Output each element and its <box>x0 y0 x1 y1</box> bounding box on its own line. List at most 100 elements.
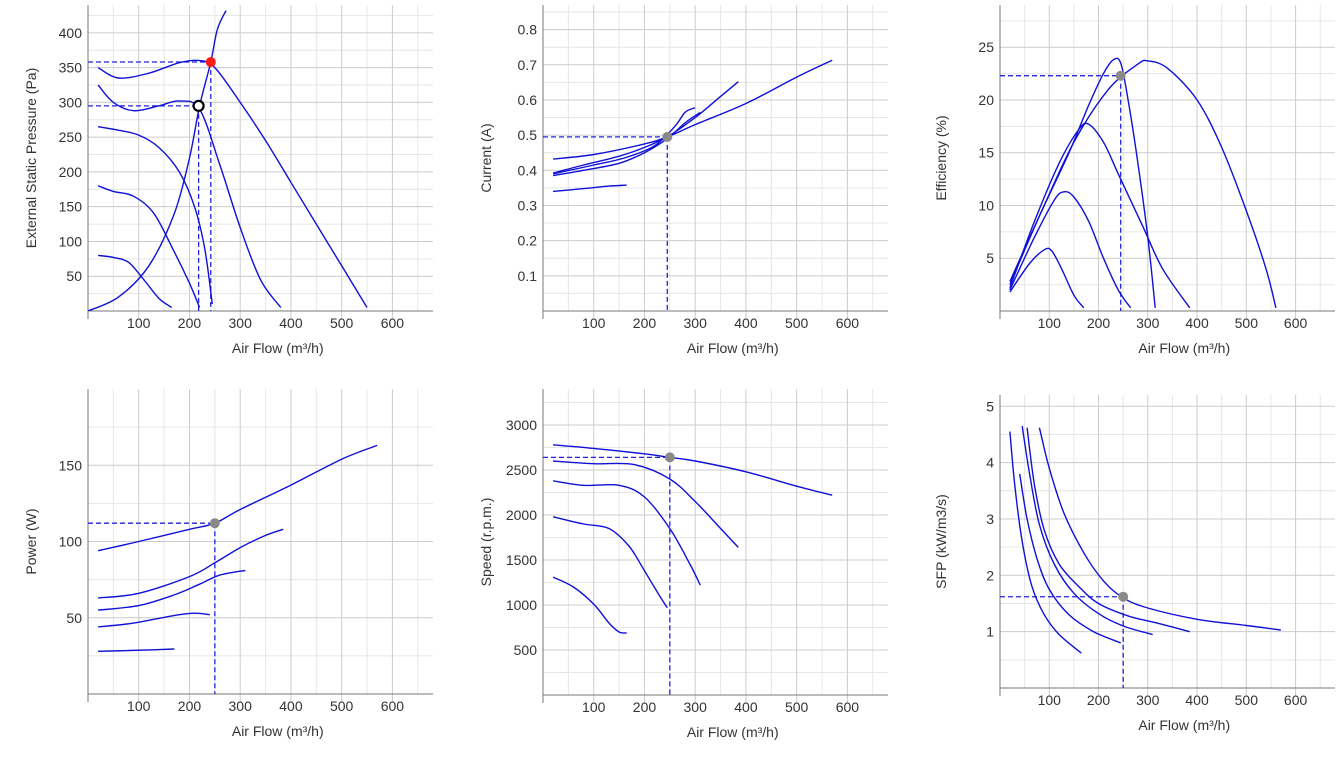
y-tick-label: 10 <box>978 197 994 213</box>
series-line <box>553 184 627 193</box>
series-line <box>1009 431 1082 654</box>
x-tick-label: 100 <box>582 699 606 715</box>
chart-svg: 100 200 300 400 500 600 0.1 0.2 0.3 0.4 0.5 0.6 0.7 0… <box>478 5 888 356</box>
x-tick-label: 600 <box>381 698 405 714</box>
y-tick-label: 0.8 <box>518 22 538 38</box>
series-line <box>97 185 201 308</box>
x-tick-label: 200 <box>1087 692 1111 708</box>
x-axis-title: Air Flow (m³/h) <box>687 724 779 740</box>
series-line <box>1009 57 1156 308</box>
operating-point-marker[interactable] <box>664 452 675 463</box>
operating-point-marker[interactable] <box>209 518 220 529</box>
series-line <box>553 460 739 548</box>
x-tick-label: 600 <box>836 315 860 331</box>
y-tick-label: 25 <box>978 39 994 55</box>
y-tick-label: 2500 <box>506 462 537 478</box>
x-axis-title: Air Flow (m³/h) <box>687 340 779 356</box>
chart-speed: 100 200 300 400 500 600 500 1000 1500 2000 2500 300… <box>455 385 900 761</box>
y-axis-title: Efficiency (%) <box>933 115 949 200</box>
series-line <box>1021 425 1153 636</box>
operating-point-marker[interactable] <box>1118 591 1129 602</box>
x-tick-label: 400 <box>279 315 303 331</box>
y-tick-label: 100 <box>59 534 83 550</box>
chart-svg: 100 200 300 400 500 600 500 1000 1500 2000 2500 300… <box>478 389 888 740</box>
x-tick-label: 400 <box>734 315 758 331</box>
series-line <box>1009 59 1277 308</box>
duty-point-marker[interactable] <box>192 99 205 112</box>
operating-point-marker[interactable] <box>662 131 673 142</box>
y-tick-label: 150 <box>59 199 83 215</box>
y-tick-label: 2000 <box>506 507 537 523</box>
y-tick-label: 300 <box>59 94 83 110</box>
series-line <box>553 444 833 496</box>
y-tick-label: 4 <box>986 455 994 471</box>
chart-svg: 100 200 300 400 500 600 50 100 150 200 250 300 350 40… <box>23 5 433 356</box>
series-line <box>552 516 668 609</box>
x-tick-label: 500 <box>330 315 354 331</box>
series-line <box>552 81 739 174</box>
x-tick-label: 100 <box>582 315 606 331</box>
x-tick-label: 200 <box>178 698 202 714</box>
y-tick-label: 150 <box>59 457 83 473</box>
y-tick-label: 100 <box>59 233 83 249</box>
y-tick-label: 3 <box>986 511 994 527</box>
operating-point-marker[interactable] <box>1115 70 1126 81</box>
series-line <box>1009 122 1191 309</box>
x-tick-label: 500 <box>785 315 809 331</box>
y-tick-label: 20 <box>978 92 994 108</box>
x-axis-title: Air Flow (m³/h) <box>1138 340 1230 356</box>
x-tick-label: 300 <box>1136 692 1160 708</box>
series-line <box>88 10 227 311</box>
y-axis-title: Power (W) <box>23 508 39 574</box>
x-tick-label: 200 <box>633 699 657 715</box>
y-axis-title: Current (A) <box>478 123 494 192</box>
x-tick-label: 400 <box>1185 692 1209 708</box>
x-tick-label: 100 <box>127 315 151 331</box>
y-tick-label: 1 <box>986 624 994 640</box>
y-tick-label: 3000 <box>506 417 537 433</box>
x-tick-label: 100 <box>1038 315 1062 331</box>
chart-svg: 100 200 300 400 500 600 5 10 15 20 25 Air Flow (m³/… <box>933 5 1335 356</box>
chart-svg: 100 200 300 400 500 600 1 2 3 4 5 Air Flow (m³/h) SF… <box>933 395 1335 733</box>
y-axis-title: SFP (kW/m3/s) <box>933 494 949 589</box>
series-line <box>552 480 701 586</box>
y-tick-label: 1500 <box>506 552 537 568</box>
x-tick-label: 500 <box>1235 315 1259 331</box>
x-tick-label: 300 <box>684 699 708 715</box>
y-tick-label: 2 <box>986 567 994 583</box>
y-tick-label: 0.3 <box>518 197 538 213</box>
series-line <box>1009 190 1132 309</box>
operating-point-marker[interactable] <box>205 57 216 68</box>
y-tick-label: 0.7 <box>518 57 538 73</box>
x-tick-label: 400 <box>734 699 758 715</box>
x-tick-label: 600 <box>1284 315 1308 331</box>
series-line <box>98 648 175 652</box>
y-tick-label: 5 <box>986 398 994 414</box>
series-line <box>1038 427 1281 631</box>
chart-power: 100 200 300 400 500 600 50 100 150 Air Flow (m³/h… <box>0 385 445 761</box>
y-tick-label: 15 <box>978 145 994 161</box>
x-tick-label: 500 <box>785 699 809 715</box>
x-tick-label: 100 <box>127 698 151 714</box>
series-line <box>1019 473 1121 644</box>
y-tick-label: 50 <box>66 268 82 284</box>
chart-svg: 100 200 300 400 500 600 50 100 150 Air Flow (m³/h… <box>23 389 433 739</box>
y-tick-label: 0.4 <box>518 162 538 178</box>
series-line <box>98 254 173 309</box>
series-line <box>97 84 282 308</box>
y-tick-label: 400 <box>59 25 83 41</box>
x-axis-title: Air Flow (m³/h) <box>1138 717 1230 733</box>
chart-pressure: 100 200 300 400 500 600 50 100 150 200 250 300 350 40… <box>0 0 445 370</box>
y-tick-label: 250 <box>59 129 83 145</box>
x-tick-label: 600 <box>381 315 405 331</box>
y-tick-label: 0.5 <box>518 127 538 143</box>
x-tick-label: 100 <box>1038 692 1062 708</box>
y-tick-label: 50 <box>66 610 82 626</box>
y-tick-label: 5 <box>986 250 994 266</box>
x-tick-label: 300 <box>1136 315 1160 331</box>
y-tick-label: 350 <box>59 60 83 76</box>
x-tick-label: 200 <box>178 315 202 331</box>
x-tick-label: 200 <box>1087 315 1111 331</box>
series-line <box>1026 427 1190 633</box>
x-tick-label: 300 <box>684 315 708 331</box>
